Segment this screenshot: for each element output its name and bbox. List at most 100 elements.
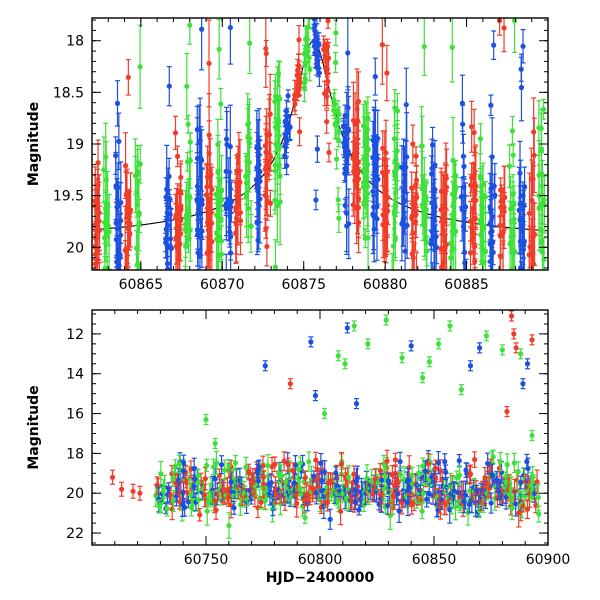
data-point <box>325 55 332 61</box>
data-point <box>104 232 110 239</box>
data-point <box>214 230 220 237</box>
data-point <box>178 231 184 237</box>
data-point <box>132 173 138 179</box>
data-point <box>302 80 308 86</box>
data-point <box>401 189 407 195</box>
data-point <box>204 250 210 257</box>
data-point <box>275 120 282 126</box>
data-point <box>331 97 337 103</box>
data-point <box>399 164 405 170</box>
data-point <box>449 44 455 50</box>
data-point <box>183 228 189 234</box>
data-point <box>511 18 518 24</box>
data-point <box>209 220 215 226</box>
data-point <box>125 294 130 299</box>
data-point <box>325 18 331 24</box>
data-point <box>426 490 432 497</box>
data-point <box>247 40 253 46</box>
data-point <box>531 129 537 135</box>
data-point <box>164 261 171 267</box>
data-point <box>488 500 494 506</box>
data-point <box>414 273 419 278</box>
data-point <box>410 141 416 147</box>
data-point <box>421 44 427 50</box>
data-point <box>137 161 143 167</box>
data-point <box>510 191 516 197</box>
data-point <box>541 106 547 112</box>
data-point <box>396 508 402 514</box>
data-point <box>423 214 429 220</box>
data-point <box>512 249 518 255</box>
data-point <box>333 30 339 36</box>
data-point <box>164 186 170 192</box>
data-point <box>365 115 371 121</box>
data-point <box>530 261 536 267</box>
data-point <box>172 130 179 136</box>
data-point <box>187 227 193 233</box>
data-point <box>501 208 507 215</box>
data-point <box>403 102 409 108</box>
data-point <box>227 229 233 235</box>
data-point <box>195 497 202 503</box>
data-point <box>94 247 100 253</box>
data-point <box>432 162 438 168</box>
data-point <box>206 214 212 220</box>
data-point <box>266 132 272 138</box>
data-point <box>404 222 410 229</box>
data-point <box>491 183 497 189</box>
data-point <box>409 251 415 257</box>
data-point <box>234 198 240 204</box>
x-tick-label: 60880 <box>363 277 408 293</box>
data-point <box>104 281 109 286</box>
data-point <box>490 454 496 460</box>
data-point <box>203 192 210 198</box>
data-point <box>218 101 224 107</box>
data-point <box>471 183 477 189</box>
data-point <box>336 215 342 221</box>
data-point <box>461 163 467 169</box>
data-point <box>102 265 108 270</box>
data-point <box>284 113 290 120</box>
data-point <box>283 137 289 143</box>
data-point <box>508 205 514 211</box>
data-point <box>351 151 357 157</box>
data-point <box>419 508 425 514</box>
data-point <box>391 208 397 215</box>
data-point <box>334 156 340 162</box>
data-point <box>103 154 109 160</box>
data-point <box>133 245 140 251</box>
data-point <box>462 204 469 210</box>
data-point <box>379 42 385 48</box>
data-point <box>296 129 303 135</box>
data-point <box>362 164 368 171</box>
x-tick-label: 60875 <box>281 277 326 293</box>
data-point <box>188 505 195 511</box>
data-point <box>518 66 524 72</box>
data-point <box>313 197 319 203</box>
data-point <box>395 491 401 497</box>
data-point <box>506 163 513 169</box>
data-point <box>431 232 437 239</box>
data-point <box>183 288 188 293</box>
data-point <box>469 124 475 130</box>
data-point <box>267 111 273 117</box>
data-point <box>218 216 224 222</box>
data-point <box>538 201 544 207</box>
data-point <box>254 145 260 151</box>
data-point <box>488 229 494 235</box>
data-point <box>262 498 268 504</box>
data-point <box>302 36 309 43</box>
data-point <box>113 153 119 159</box>
data-point <box>345 153 351 159</box>
data-point <box>442 190 448 197</box>
data-point <box>124 320 129 325</box>
data-point <box>345 105 351 111</box>
data-point <box>323 65 330 72</box>
data-point <box>520 43 526 49</box>
data-point <box>124 203 130 209</box>
data-point <box>355 118 361 124</box>
data-point <box>480 223 486 229</box>
data-point <box>438 207 444 213</box>
data-point <box>213 507 219 513</box>
